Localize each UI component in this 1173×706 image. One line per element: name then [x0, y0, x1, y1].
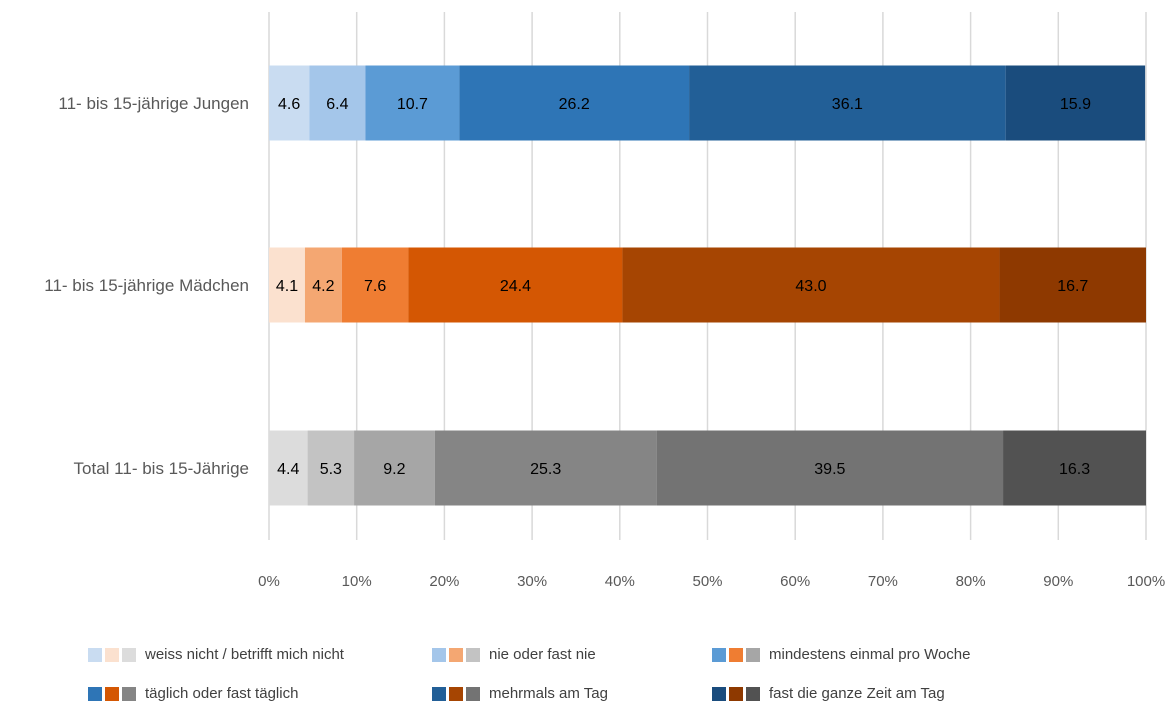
- data-label: 39.5: [814, 461, 845, 478]
- data-label: 4.4: [277, 461, 299, 478]
- category-label: Total 11- bis 15-Jährige: [74, 459, 249, 478]
- x-tick-label: 100%: [1127, 573, 1165, 590]
- data-label: 10.7: [397, 96, 428, 113]
- bar-segment: [459, 65, 690, 141]
- bar-segment: [269, 65, 310, 141]
- bar-segment: [354, 430, 435, 506]
- bar-segment: [304, 247, 342, 323]
- data-label: 15.9: [1060, 96, 1091, 113]
- x-tick-label: 50%: [692, 573, 722, 590]
- bar-segment: [1003, 430, 1146, 506]
- bar-segment: [622, 247, 1000, 323]
- data-label: 4.2: [312, 278, 334, 295]
- category-label: 11- bis 15-jährige Mädchen: [44, 276, 249, 295]
- x-tick-label: 90%: [1043, 573, 1073, 590]
- x-tick-label: 0%: [258, 573, 280, 590]
- category-label: 11- bis 15-jährige Jungen: [58, 94, 249, 113]
- bar-segment: [434, 430, 657, 506]
- data-label: 16.3: [1059, 461, 1090, 478]
- bar-segment: [269, 430, 308, 506]
- data-label: 6.4: [326, 96, 348, 113]
- x-tick-label: 10%: [342, 573, 372, 590]
- x-tick-label: 40%: [605, 573, 635, 590]
- data-label: 24.4: [500, 278, 531, 295]
- bar-segment: [341, 247, 409, 323]
- x-tick-label: 30%: [517, 573, 547, 590]
- x-tick-label: 80%: [956, 573, 986, 590]
- bar-segment: [269, 247, 305, 323]
- data-label: 26.2: [559, 96, 590, 113]
- bar-segment: [307, 430, 355, 506]
- data-label: 9.2: [383, 461, 405, 478]
- bar-segment: [408, 247, 623, 323]
- data-label: 7.6: [364, 278, 386, 295]
- bar-segment: [309, 65, 366, 141]
- x-tick-label: 70%: [868, 573, 898, 590]
- bar-segment: [365, 65, 460, 141]
- bar-segment: [656, 430, 1004, 506]
- x-tick-label: 60%: [780, 573, 810, 590]
- data-label: 43.0: [795, 278, 826, 295]
- data-label: 4.1: [276, 278, 298, 295]
- data-label: 36.1: [832, 96, 863, 113]
- data-label: 4.6: [278, 96, 300, 113]
- data-label: 5.3: [320, 461, 342, 478]
- bar-segment: [1005, 65, 1146, 141]
- data-label: 16.7: [1057, 278, 1088, 295]
- data-label: 25.3: [530, 461, 561, 478]
- x-tick-label: 20%: [429, 573, 459, 590]
- bar-segment: [689, 65, 1006, 141]
- bar-segment: [999, 247, 1146, 323]
